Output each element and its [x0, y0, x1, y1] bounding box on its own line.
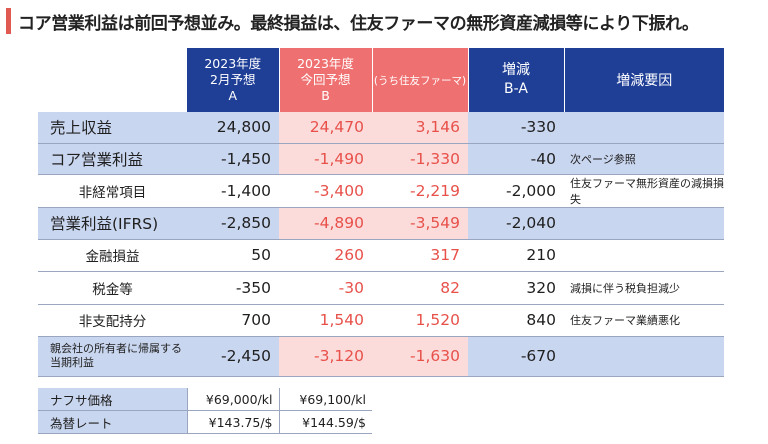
cell-sumitomo: 317	[372, 239, 468, 272]
cell-new: 24,470	[279, 112, 372, 144]
table-row: 売上収益 24,800 24,470 3,146 -330	[38, 112, 724, 144]
table-row: 営業利益(IFRS) -2,850 -4,890 -3,549 -2,040	[38, 207, 724, 240]
cell-diff: -2,000	[468, 174, 564, 208]
table-row: コア営業利益 -1,450 -1,490 -1,330 -40 次ページ参照	[38, 143, 724, 175]
cell-prev: -1,450	[187, 143, 279, 175]
assumption-label: 為替レート	[38, 410, 187, 434]
title-accent-bar	[6, 8, 11, 34]
cell-diff: -670	[468, 336, 564, 377]
page-title: コア営業利益は前回予想並み。最終損益は、住友ファーマの無形資産減損等により下振れ…	[18, 14, 699, 34]
row-label: 非経常項目	[38, 174, 187, 208]
row-label: コア営業利益	[38, 143, 187, 175]
cell-diff: -2,040	[468, 207, 564, 240]
header-sumitomo-pharma: (うち住友ファーマ)	[372, 48, 469, 112]
header-row: 2023年度 2月予想 A 2023年度 今回予想 B (うち住友ファーマ) 増減 B-A…	[38, 48, 724, 112]
cell-sumitomo: -2,219	[372, 174, 468, 208]
header-new-forecast: 2023年度 今回予想 B	[279, 48, 373, 112]
cell-prev: -1,400	[187, 174, 279, 208]
header-corner	[38, 48, 187, 112]
cell-reason	[564, 207, 724, 240]
assumption-row: ナフサ価格 ¥69,000/kl ¥69,100/kl	[38, 388, 372, 411]
table-row: 非経常項目 -1,400 -3,400 -2,219 -2,000 住友ファーマ…	[38, 174, 724, 208]
assumption-prev: ¥143.75/$	[186, 410, 279, 434]
cell-new: 1,540	[279, 304, 372, 337]
cell-new: -3,400	[279, 174, 372, 208]
cell-reason: 住友ファーマ業績悪化	[564, 304, 724, 337]
cell-diff: -40	[468, 143, 564, 175]
table-row: 税金等 -350 -30 82 320 減損に伴う税負担減少	[38, 271, 724, 305]
cell-diff: 210	[468, 239, 564, 272]
table-row: 非支配持分 700 1,540 1,520 840 住友ファーマ業績悪化	[38, 304, 724, 337]
cell-prev: 24,800	[187, 112, 279, 144]
cell-new: -30	[279, 271, 372, 305]
cell-reason	[564, 239, 724, 272]
cell-reason	[564, 336, 724, 377]
row-label: 売上収益	[38, 112, 187, 144]
cell-prev: -350	[187, 271, 279, 305]
table-row: 親会社の所有者に帰属する当期利益 -2,450 -3,120 -1,630 -6…	[38, 336, 724, 377]
cell-sumitomo: -1,330	[372, 143, 468, 175]
cell-new: -4,890	[279, 207, 372, 240]
cell-new: -3,120	[279, 336, 372, 377]
header-difference: 増減 B-A	[468, 48, 565, 112]
cell-diff: 840	[468, 304, 564, 337]
cell-sumitomo: 82	[372, 271, 468, 305]
assumption-new: ¥144.59/$	[278, 410, 372, 434]
cell-prev: 50	[187, 239, 279, 272]
row-label: 金融損益	[38, 239, 187, 272]
cell-reason: 住友ファーマ無形資産の減損損失	[564, 174, 724, 208]
assumption-row: 為替レート ¥143.75/$ ¥144.59/$	[38, 410, 372, 434]
assumption-table: ナフサ価格 ¥69,000/kl ¥69,100/kl 為替レート ¥143.7…	[38, 388, 372, 434]
assumption-prev: ¥69,000/kl	[186, 388, 279, 411]
cell-diff: 320	[468, 271, 564, 305]
cell-sumitomo: -1,630	[372, 336, 468, 377]
cell-new: -1,490	[279, 143, 372, 175]
table-row: 金融損益 50 260 317 210	[38, 239, 724, 272]
cell-prev: -2,450	[187, 336, 279, 377]
row-label: 営業利益(IFRS)	[38, 207, 187, 240]
forecast-table: 2023年度 2月予想 A 2023年度 今回予想 B (うち住友ファーマ) 増減 B-A…	[38, 48, 724, 377]
assumption-label: ナフサ価格	[38, 388, 187, 411]
header-prev-forecast: 2023年度 2月予想 A	[187, 48, 280, 112]
cell-prev: 700	[187, 304, 279, 337]
cell-reason: 次ページ参照	[564, 143, 724, 175]
assumption-new: ¥69,100/kl	[278, 388, 372, 411]
row-label: 非支配持分	[38, 304, 187, 337]
header-reason: 増減要因	[564, 48, 724, 112]
row-label: 親会社の所有者に帰属する当期利益	[38, 336, 187, 377]
cell-reason	[564, 112, 724, 144]
row-label: 税金等	[38, 271, 187, 305]
cell-prev: -2,850	[187, 207, 279, 240]
cell-reason: 減損に伴う税負担減少	[564, 271, 724, 305]
cell-diff: -330	[468, 112, 564, 144]
cell-new: 260	[279, 239, 372, 272]
cell-sumitomo: -3,549	[372, 207, 468, 240]
cell-sumitomo: 3,146	[372, 112, 468, 144]
cell-sumitomo: 1,520	[372, 304, 468, 337]
